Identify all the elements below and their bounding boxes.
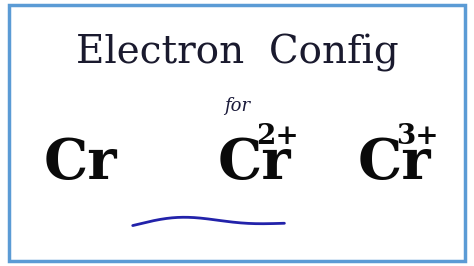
Text: Cr: Cr [44,136,118,191]
Text: Cr: Cr [358,136,431,191]
Text: for: for [224,97,250,115]
Text: Electron  Config: Electron Config [76,34,398,72]
Text: Cr: Cr [218,136,292,191]
Text: 3+: 3+ [396,123,438,151]
Text: 2+: 2+ [256,123,299,151]
